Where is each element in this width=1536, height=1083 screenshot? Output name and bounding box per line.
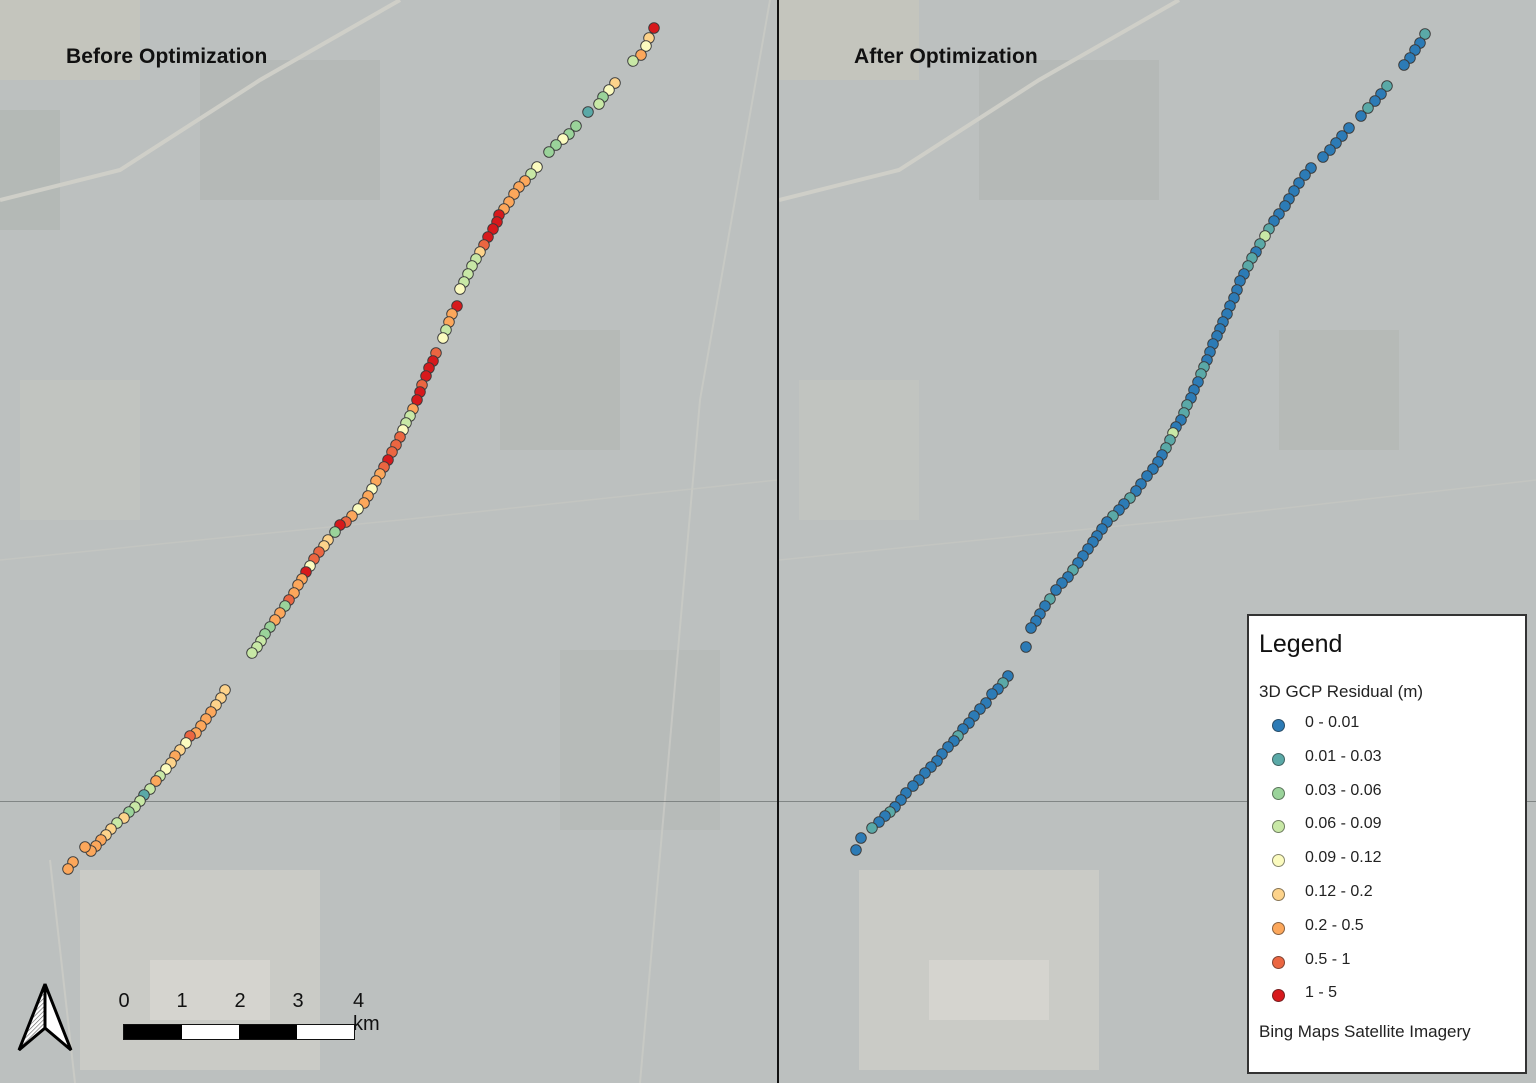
gcp-point bbox=[1355, 110, 1367, 122]
gcp-point bbox=[1398, 59, 1410, 71]
legend-swatch-icon bbox=[1272, 820, 1285, 834]
gcp-point bbox=[986, 688, 998, 700]
gcp-point bbox=[246, 647, 258, 659]
north-arrow-icon bbox=[17, 983, 73, 1052]
legend: Legend 3D GCP Residual (m) 0 - 0.01 0.01… bbox=[1247, 614, 1527, 1074]
legend-item: 0.01 - 0.03 bbox=[1249, 746, 1525, 780]
legend-item: 0.12 - 0.2 bbox=[1249, 881, 1525, 915]
legend-item: 1 - 5 bbox=[1249, 982, 1525, 1016]
gcp-point bbox=[1025, 622, 1037, 634]
gcp-point bbox=[454, 283, 466, 295]
legend-item: 0.03 - 0.06 bbox=[1249, 780, 1525, 814]
gcp-point bbox=[593, 98, 605, 110]
legend-item: 0.5 - 1 bbox=[1249, 949, 1525, 983]
legend-item: 0 - 0.01 bbox=[1249, 712, 1525, 746]
legend-swatch-icon bbox=[1272, 854, 1285, 868]
map-panel-after[interactable]: After Optimization bbox=[779, 0, 1536, 1083]
gcp-points-after bbox=[850, 28, 1431, 856]
legend-swatch-icon bbox=[1272, 887, 1285, 901]
gcp-point bbox=[1343, 122, 1355, 134]
gcp-point bbox=[1050, 584, 1062, 596]
gcp-point bbox=[150, 775, 162, 787]
scale-label-1: 1 bbox=[176, 990, 188, 1012]
legend-swatch-icon bbox=[1272, 719, 1285, 732]
legend-swatch-icon bbox=[1272, 955, 1285, 969]
gcp-point bbox=[1317, 151, 1329, 163]
gcp-points-before bbox=[62, 22, 660, 875]
gcp-point bbox=[866, 822, 878, 834]
gcp-point bbox=[1020, 641, 1032, 653]
gcp-point bbox=[1362, 102, 1374, 114]
gcp-point bbox=[1381, 80, 1393, 92]
panel-divider bbox=[777, 0, 779, 1083]
scale-bar-segments bbox=[123, 1024, 355, 1040]
satellite-basemap bbox=[779, 0, 1536, 1083]
gcp-point bbox=[62, 863, 74, 875]
map-panel-before[interactable]: Before Optimization 0 1 2 3 4 km bbox=[0, 0, 777, 1083]
panel-title-after: After Optimization bbox=[854, 45, 1038, 68]
gcp-point bbox=[1299, 169, 1311, 181]
legend-swatch-icon bbox=[1272, 786, 1285, 800]
gcp-point bbox=[855, 832, 867, 844]
gcp-point bbox=[570, 120, 582, 132]
gcp-point bbox=[635, 49, 647, 61]
legend-item: 0.2 - 0.5 bbox=[1249, 915, 1525, 949]
scale-label-3: 3 bbox=[292, 990, 304, 1012]
scale-bar: 0 1 2 3 4 km bbox=[110, 990, 410, 1050]
legend-items: 0 - 0.01 0.01 - 0.03 0.03 - 0.06 0.06 - … bbox=[1249, 712, 1525, 1016]
legend-item: 0.09 - 0.12 bbox=[1249, 847, 1525, 881]
legend-swatch-icon bbox=[1272, 921, 1285, 935]
graticule-line bbox=[0, 801, 777, 802]
scale-label-4: 4 km bbox=[353, 990, 380, 1035]
gcp-point bbox=[437, 332, 449, 344]
gcp-point bbox=[1419, 28, 1431, 40]
gcp-point bbox=[543, 146, 555, 158]
gcp-point bbox=[627, 55, 639, 67]
gcp-point bbox=[1324, 144, 1336, 156]
legend-subtitle: 3D GCP Residual (m) bbox=[1259, 682, 1424, 701]
gcp-point bbox=[640, 40, 652, 52]
gcp-point bbox=[79, 841, 91, 853]
gcp-point bbox=[1141, 470, 1153, 482]
legend-swatch-icon bbox=[1272, 989, 1285, 1003]
basemap-attribution: Bing Maps Satellite Imagery bbox=[1259, 1022, 1471, 1041]
legend-item: 0.06 - 0.09 bbox=[1249, 813, 1525, 847]
graticule-line bbox=[779, 801, 1536, 802]
gcp-point bbox=[907, 780, 919, 792]
legend-title: Legend bbox=[1259, 630, 1343, 658]
gcp-point bbox=[1369, 95, 1381, 107]
scale-label-0: 0 bbox=[118, 990, 130, 1012]
scale-label-2: 2 bbox=[234, 990, 246, 1012]
gcp-point bbox=[850, 844, 862, 856]
gcp-point bbox=[582, 106, 594, 118]
gcp-point bbox=[1279, 200, 1291, 212]
gcp-point bbox=[329, 526, 341, 538]
panel-title-before: Before Optimization bbox=[66, 45, 268, 68]
gcp-point bbox=[648, 22, 660, 34]
legend-swatch-icon bbox=[1272, 752, 1285, 766]
gcp-point bbox=[550, 139, 562, 151]
